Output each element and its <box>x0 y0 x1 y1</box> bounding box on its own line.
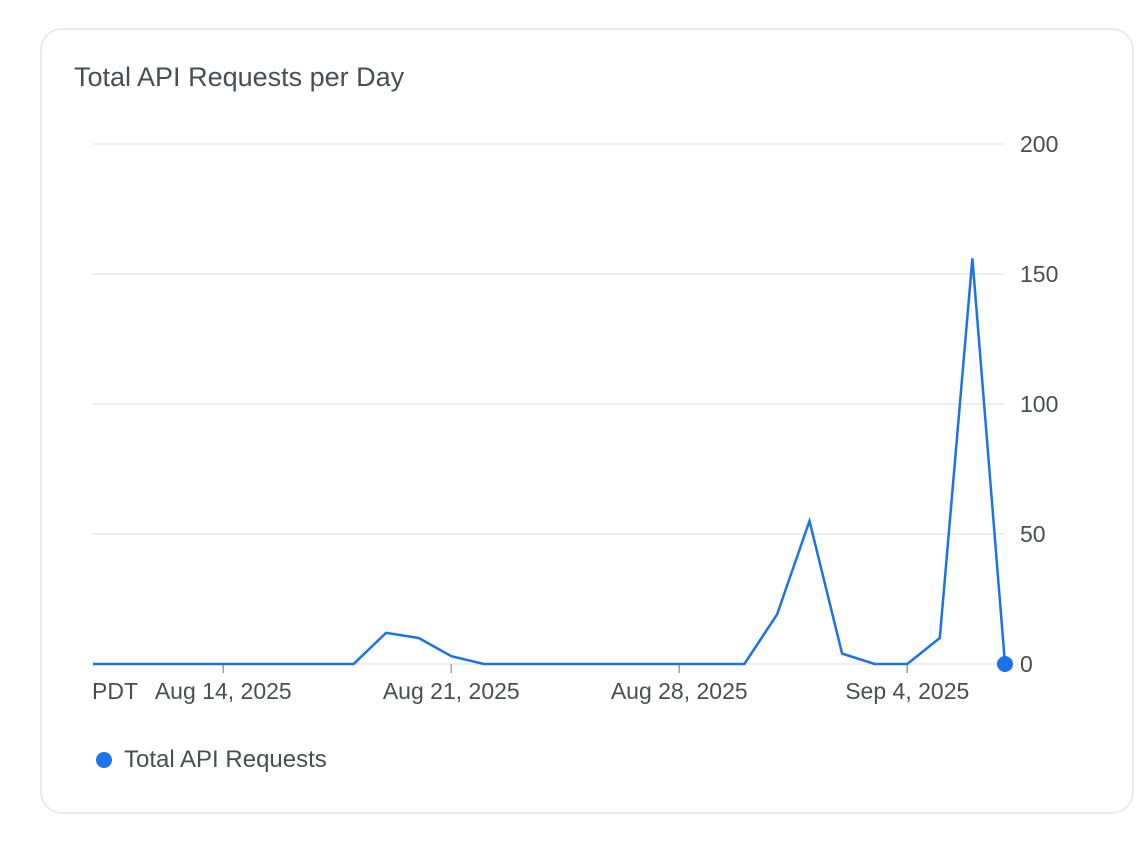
chart-card: Total API Requests per Day Total API Req… <box>40 28 1134 814</box>
x-tick-label: Aug 14, 2025 <box>155 678 292 704</box>
y-tick-label: 200 <box>1020 131 1058 157</box>
x-tick-label: Aug 28, 2025 <box>611 678 748 704</box>
timezone-label: PDT <box>92 678 138 704</box>
last-point-marker <box>997 656 1013 672</box>
y-tick-label: 50 <box>1020 521 1046 547</box>
legend-swatch <box>96 752 112 768</box>
chart-legend[interactable]: Total API Requests <box>96 746 327 774</box>
legend-label: Total API Requests <box>124 746 327 773</box>
x-tick-label: Aug 21, 2025 <box>383 678 520 704</box>
series-line-total-api-requests <box>93 258 1007 666</box>
y-tick-label: 0 <box>1020 651 1033 677</box>
x-tick-label: Sep 4, 2025 <box>845 678 969 704</box>
chart-title: Total API Requests per Day <box>74 62 405 92</box>
y-tick-label: 100 <box>1020 391 1058 417</box>
y-tick-label: 150 <box>1020 261 1058 287</box>
